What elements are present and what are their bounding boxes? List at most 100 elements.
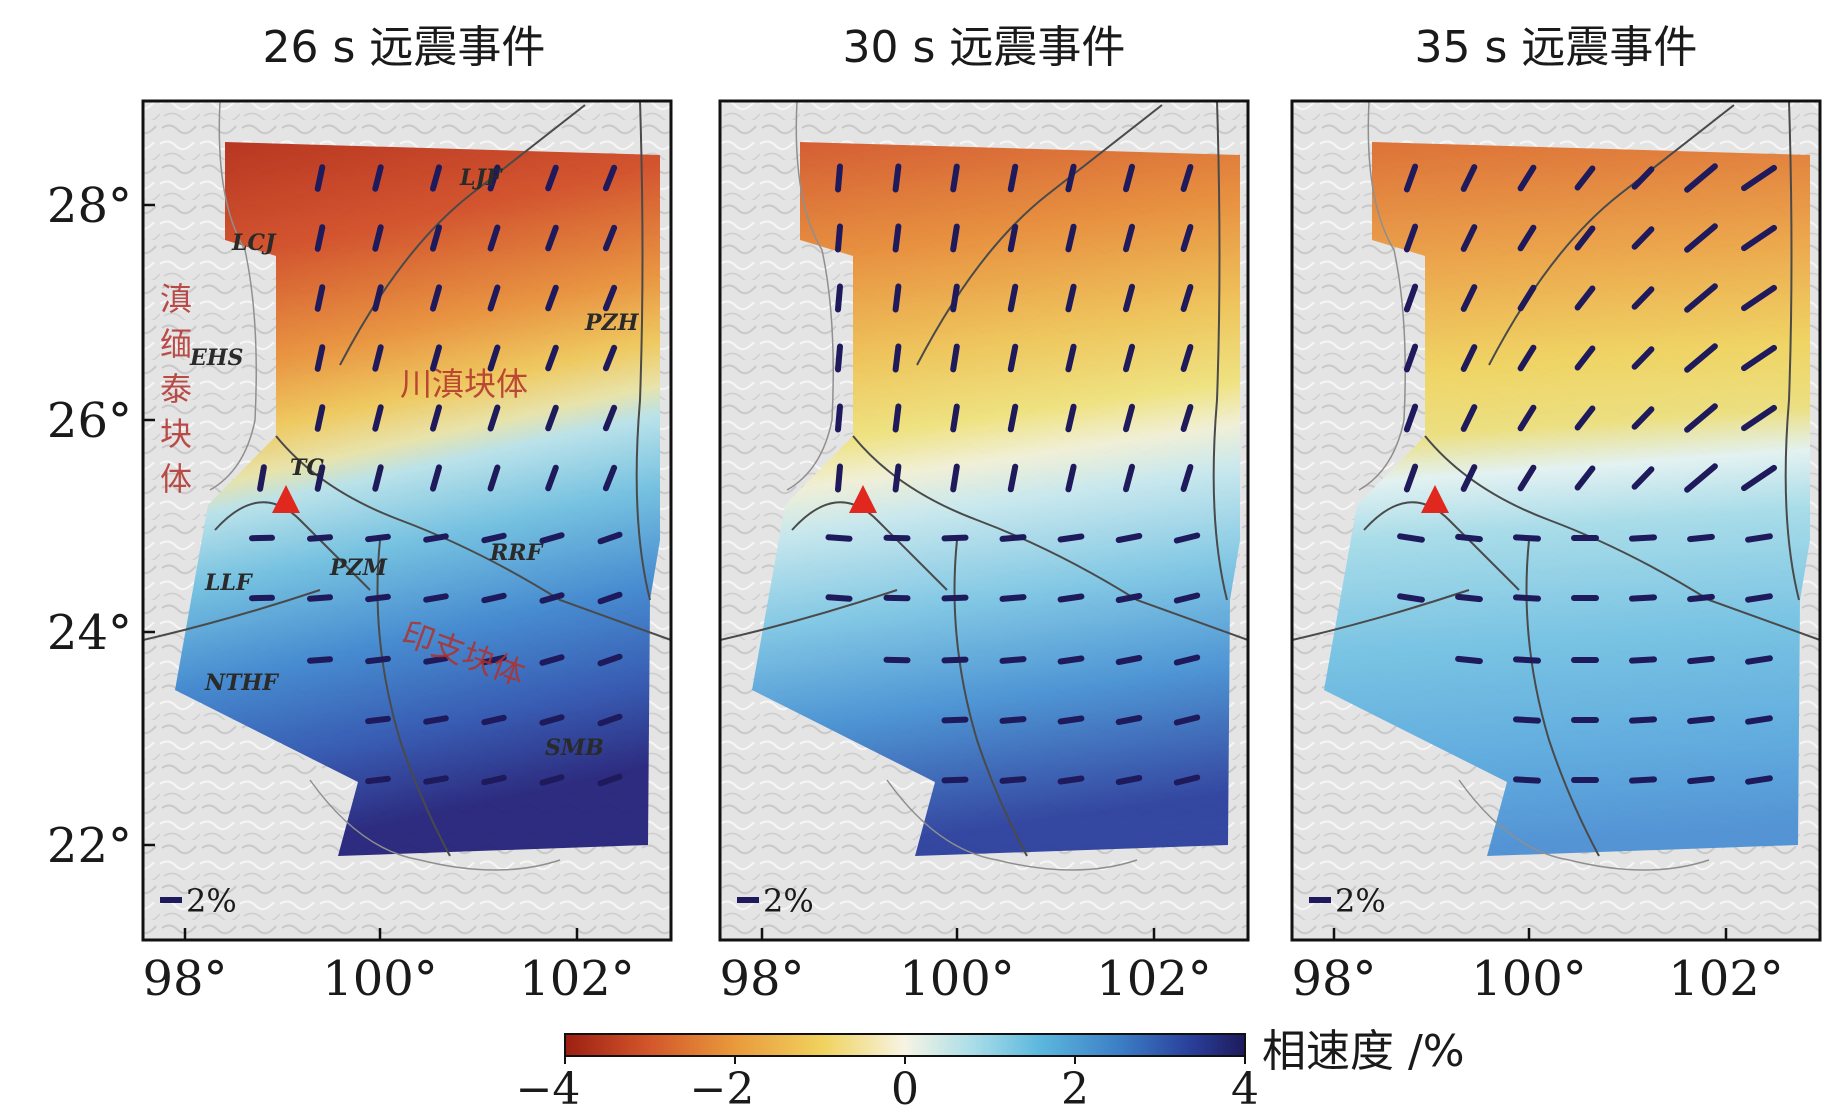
anisotropy-bar	[835, 343, 843, 373]
anisotropy-bar	[1574, 165, 1596, 191]
anisotropy-bar	[1687, 655, 1715, 665]
anisotropy-bar	[1115, 593, 1143, 603]
anisotropy-bar	[539, 654, 565, 666]
anisotropy-bar	[539, 774, 565, 786]
anisotropy-bar	[423, 775, 449, 785]
anisotropy-bar	[825, 534, 853, 542]
colorbar-tick-2: 2	[1061, 1064, 1089, 1110]
anisotropy-bar	[481, 592, 507, 604]
anisotropy-bar	[1741, 224, 1777, 252]
anisotropy-bar	[1123, 343, 1135, 373]
fault-label-rrf: RRF	[489, 540, 544, 566]
anisotropy-bar	[1517, 404, 1537, 432]
y-tick-28: 28°	[47, 178, 132, 234]
anisotropy-bar	[1687, 715, 1715, 725]
anisotropy-bar	[1517, 164, 1537, 192]
fault-label-pzh: PZH	[584, 310, 640, 336]
anisotropy-bar	[487, 344, 501, 372]
velocity-anomaly-field	[1324, 142, 1810, 856]
anisotropy-bar	[950, 283, 960, 313]
anisotropy-bar	[1741, 404, 1777, 432]
anisotropy-bar	[1403, 463, 1419, 493]
anisotropy-bar	[1574, 225, 1596, 251]
colorbar: −4 −2 0 2 4 相速度 /%	[516, 1026, 1465, 1110]
anisotropy-bar	[1057, 715, 1085, 725]
anisotropy-bar	[1173, 774, 1201, 786]
anisotropy-bar	[602, 284, 618, 312]
anisotropy-bar	[423, 715, 449, 725]
anisotropy-bar	[1745, 533, 1773, 543]
anisotropy-bar	[1574, 465, 1596, 491]
anisotropy-bar	[1684, 403, 1718, 433]
anisotropy-bar	[892, 403, 902, 433]
anisotropy-bar	[1455, 533, 1483, 543]
anisotropy-bar	[1180, 224, 1194, 252]
anisotropy-bar	[545, 164, 559, 192]
block-label-ynmt-4: 块	[160, 415, 192, 453]
anisotropy-bar	[1517, 464, 1537, 492]
anisotropy-bar	[423, 533, 449, 543]
anisotropy-bar	[835, 163, 843, 193]
anisotropy-bar	[545, 224, 559, 252]
anisotropy-bar	[950, 403, 960, 433]
anisotropy-bar	[1631, 286, 1655, 310]
colorbar-tick-neg2: −2	[690, 1064, 755, 1110]
anisotropy-bar	[430, 404, 442, 432]
anisotropy-bar	[314, 164, 326, 192]
anisotropy-bar	[1631, 466, 1655, 490]
anisotropy-bar	[1745, 593, 1773, 603]
anisotropy-bar	[892, 223, 902, 253]
anisotropy-bar	[1007, 163, 1019, 193]
anisotropy-bar	[1007, 463, 1019, 493]
anisotropy-bars	[1397, 163, 1777, 785]
x-tick-102: 102°	[519, 951, 635, 1007]
anisotropy-bar	[539, 532, 565, 544]
x-tick-102: 102°	[1668, 951, 1784, 1007]
anisotropy-bar	[1629, 534, 1657, 542]
scale-label: 2%	[763, 882, 814, 920]
anisotropy-bar	[999, 776, 1027, 784]
anisotropy-bar	[1123, 163, 1135, 193]
anisotropy-bar	[999, 534, 1027, 542]
anisotropy-bar	[999, 594, 1027, 602]
anisotropy-bar	[481, 714, 507, 726]
anisotropy-bar	[307, 594, 333, 602]
x-tick-100: 100°	[322, 951, 438, 1007]
anisotropy-bar	[487, 284, 501, 312]
anisotropy-bar	[545, 284, 559, 312]
scale-label: 2%	[186, 882, 237, 920]
fault-label-nthf: NTHF	[204, 670, 279, 696]
anisotropy-bar	[892, 343, 902, 373]
anisotropy-bar	[602, 224, 618, 252]
block-label-ynmt-2: 缅	[160, 325, 192, 363]
fault-label-llf: LLF	[204, 570, 253, 596]
block-label-ynmt-3: 泰	[160, 370, 192, 408]
colorbar-label: 相速度 /%	[1262, 1026, 1465, 1077]
fault-label-ljf: LJF	[459, 165, 503, 191]
anisotropy-bar	[941, 776, 969, 784]
anisotropy-bar	[314, 224, 326, 252]
station-triangle	[1421, 485, 1449, 513]
anisotropy-bar	[1687, 533, 1715, 543]
anisotropy-bar	[539, 714, 565, 726]
anisotropy-bar	[1745, 655, 1773, 665]
fault-label-lcj: LCJ	[231, 230, 277, 256]
anisotropy-bar	[1460, 404, 1478, 432]
anisotropy-bar	[1115, 715, 1143, 725]
anisotropy-bar	[1115, 775, 1143, 785]
y-tick-24: 24°	[47, 605, 132, 661]
anisotropy-bar	[545, 404, 559, 432]
anisotropy-bar	[372, 284, 384, 312]
anisotropy-bar	[1745, 715, 1773, 725]
anisotropy-bar	[1403, 343, 1419, 373]
station-triangle	[272, 485, 300, 513]
anisotropy-bar	[372, 224, 384, 252]
anisotropy-bar	[1684, 463, 1718, 493]
anisotropy-bar	[1513, 716, 1541, 724]
anisotropy-bar	[1460, 464, 1478, 492]
anisotropy-bar	[314, 464, 326, 492]
anisotropy-bar	[602, 464, 618, 492]
anisotropy-bar	[1403, 403, 1419, 433]
anisotropy-bar	[487, 464, 501, 492]
